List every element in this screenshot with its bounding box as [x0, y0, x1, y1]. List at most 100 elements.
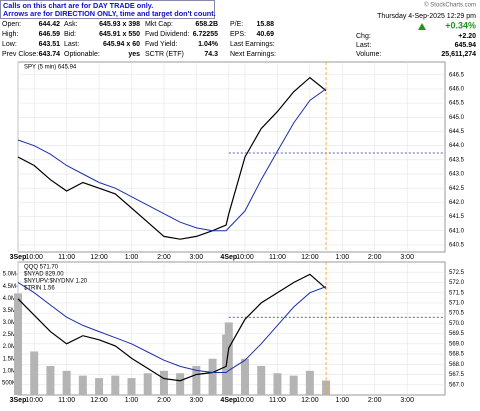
- note-box: [0, 0, 215, 19]
- quote-label: Fwd Yield:: [145, 41, 177, 48]
- x-tick-label: 11:00: [58, 254, 75, 261]
- y2-tick-label: 1.0M: [3, 368, 16, 374]
- volume-bar: [111, 375, 120, 395]
- y-tick-label: 645.0: [449, 115, 465, 121]
- y-tick-label: 643.5: [449, 157, 465, 163]
- y-tick-label: 568.5: [449, 352, 465, 358]
- volume-bar: [46, 365, 55, 395]
- quote-value: 645.94: [455, 42, 477, 49]
- volume-bar: [305, 370, 314, 395]
- x-tick-label: 3Sep: [10, 397, 27, 404]
- x-tick-label: 4Sep: [220, 254, 237, 261]
- quote-value: 645.94 x 60: [103, 41, 140, 48]
- volume-bar: [14, 293, 22, 395]
- volume-bar: [224, 322, 233, 395]
- note: Calls on this chart are for DAY TRADE on…: [3, 1, 153, 10]
- quote-value: 646.59: [39, 31, 61, 38]
- quote-value: +2.20: [458, 33, 476, 40]
- y-tick-label: 646.0: [449, 87, 465, 93]
- x-tick-label: 10:00: [236, 254, 254, 261]
- quote-value: 645.93 x 398: [99, 21, 140, 28]
- x-tick-label: 1:00: [125, 397, 139, 404]
- change-percent: +0.34%: [445, 20, 476, 30]
- y-tick-label: 569.5: [449, 331, 465, 337]
- legend-entry: $NYUPV:$NYDNV 1.20: [24, 279, 88, 285]
- y-tick-label: 641.5: [449, 214, 465, 220]
- y-tick-label: 640.5: [449, 242, 465, 248]
- quote-value: 74.3: [204, 51, 218, 58]
- x-tick-label: 2:00: [157, 254, 171, 261]
- quote-label: Chg:: [356, 33, 371, 40]
- x-tick-label: 10:00: [236, 397, 254, 404]
- quote-value: 15.88: [256, 21, 274, 28]
- y-tick-label: 645.5: [449, 101, 465, 107]
- x-tick-label: 3Sep: [10, 254, 27, 261]
- volume-bar: [192, 365, 201, 395]
- x-tick-label: 1:00: [335, 397, 349, 404]
- x-tick-label: 10:00: [25, 254, 43, 261]
- x-tick-label: 12:00: [301, 397, 319, 404]
- y-tick-label: 570.0: [449, 321, 465, 327]
- quote-value: 25,611,274: [441, 51, 476, 58]
- x-tick-label: 2:00: [368, 397, 382, 404]
- y2-tick-label: 4.5M: [3, 284, 16, 290]
- x-tick-label: 1:00: [125, 254, 139, 261]
- note: Arrows are for DIRECTION ONLY, time and …: [3, 9, 216, 18]
- y2-tick-label: 2.0M: [3, 344, 16, 350]
- price-line: [17, 273, 327, 382]
- volume-bar: [176, 373, 185, 395]
- volume-bar: [208, 358, 217, 395]
- x-tick-label: 4Sep: [220, 397, 237, 404]
- quote-value: 40.69: [256, 31, 274, 38]
- x-tick-label: 11:00: [269, 397, 286, 404]
- y2-tick-label: 4.0M: [3, 296, 16, 302]
- volume-bar: [241, 358, 250, 395]
- x-tick-label: 2:00: [157, 397, 171, 404]
- y-tick-label: 572.0: [449, 280, 465, 286]
- quote-label: Last:: [356, 42, 371, 49]
- quote-label: P/E:: [230, 21, 243, 28]
- x-tick-label: 3:00: [400, 397, 414, 404]
- y2-tick-label: 1.5M: [3, 356, 16, 362]
- quote-value: 643.51: [39, 41, 61, 48]
- quote-label: Bid:: [64, 31, 76, 38]
- y-tick-label: 642.5: [449, 186, 465, 192]
- y-tick-label: 643.0: [449, 172, 465, 178]
- y2-tick-label: 3.5M: [3, 308, 16, 314]
- y-tick-label: 642.0: [449, 200, 465, 206]
- quote-label: Open:: [2, 21, 21, 28]
- x-tick-label: 12:00: [301, 254, 319, 261]
- x-tick-label: 1:00: [335, 254, 349, 261]
- quote-label: Optionable:: [64, 51, 100, 58]
- quote-label: Ask:: [64, 21, 78, 28]
- volume-bar: [159, 370, 168, 395]
- quote-label: EPS:: [230, 31, 246, 38]
- volume-bar: [30, 351, 39, 395]
- quote-label: Low:: [2, 41, 17, 48]
- up-arrow: [418, 23, 426, 30]
- quote-label: Prev Close:: [2, 51, 38, 58]
- quote-value: 643.74: [39, 51, 61, 58]
- y2-tick-label: 500K: [2, 380, 16, 386]
- legend-entry: QQQ 571.70: [24, 265, 59, 271]
- x-tick-label: 11:00: [58, 397, 75, 404]
- quote-value: 658.2B: [195, 21, 218, 28]
- copyright: © StockCharts.com: [424, 2, 476, 9]
- legend-entry: SPY (5 min) 645.94: [24, 65, 77, 71]
- x-tick-label: 3:00: [400, 254, 414, 261]
- y-tick-label: 571.5: [449, 290, 465, 296]
- y2-tick-label: 5.0M: [3, 272, 16, 278]
- volume-bar: [62, 370, 71, 395]
- x-tick-label: 10:00: [25, 397, 43, 404]
- quote-label: High:: [2, 31, 18, 38]
- quote-value: 6.72255: [193, 31, 218, 38]
- y-tick-label: 567.0: [449, 382, 465, 388]
- quote-value: 1.04%: [198, 41, 219, 48]
- x-tick-label: 3:00: [190, 397, 204, 404]
- quote-label: Last:: [64, 41, 79, 48]
- volume-bar: [143, 373, 152, 395]
- y2-tick-label: 2.5M: [3, 332, 16, 338]
- y-tick-label: 644.0: [449, 143, 465, 149]
